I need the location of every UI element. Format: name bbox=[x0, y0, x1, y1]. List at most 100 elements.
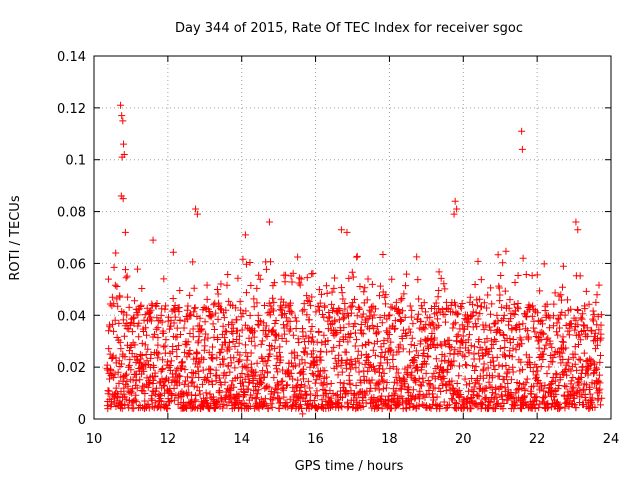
data-point bbox=[220, 400, 228, 408]
data-point bbox=[269, 326, 277, 334]
data-point bbox=[536, 329, 544, 337]
data-point bbox=[162, 302, 170, 310]
data-point bbox=[278, 334, 286, 342]
data-point bbox=[195, 374, 203, 382]
x-tick-label: 12 bbox=[160, 432, 177, 447]
data-point bbox=[132, 377, 140, 385]
data-point bbox=[368, 280, 376, 288]
data-point bbox=[549, 312, 557, 320]
data-point bbox=[296, 360, 304, 368]
data-point bbox=[399, 307, 407, 315]
data-point bbox=[377, 359, 385, 367]
data-point bbox=[545, 363, 553, 371]
data-point bbox=[509, 335, 517, 343]
data-point bbox=[564, 327, 572, 335]
data-point bbox=[146, 308, 154, 316]
data-point bbox=[515, 321, 523, 329]
data-point bbox=[151, 399, 159, 407]
data-point bbox=[386, 364, 394, 372]
data-point bbox=[449, 308, 457, 316]
data-point bbox=[545, 324, 553, 332]
data-point bbox=[440, 398, 448, 406]
data-point bbox=[308, 323, 316, 331]
data-point bbox=[593, 341, 601, 349]
data-point bbox=[151, 369, 159, 377]
data-point bbox=[454, 310, 462, 318]
data-point bbox=[286, 299, 294, 307]
data-point bbox=[348, 361, 356, 369]
data-point bbox=[141, 397, 149, 405]
data-point bbox=[448, 362, 456, 370]
data-point bbox=[448, 377, 456, 385]
data-point bbox=[179, 362, 187, 370]
data-point bbox=[511, 402, 519, 410]
data-point bbox=[556, 324, 564, 332]
data-point bbox=[371, 384, 379, 392]
data-point bbox=[441, 310, 449, 318]
data-point bbox=[522, 312, 530, 320]
data-point bbox=[442, 340, 450, 348]
data-point bbox=[497, 391, 505, 399]
data-point bbox=[415, 375, 423, 383]
y-tick-label: 0.1 bbox=[65, 154, 86, 169]
data-point bbox=[307, 327, 315, 335]
data-point bbox=[394, 369, 402, 377]
data-point bbox=[496, 291, 504, 299]
data-point bbox=[558, 349, 566, 357]
data-point bbox=[131, 341, 139, 349]
data-point bbox=[420, 299, 428, 307]
data-point bbox=[209, 343, 217, 351]
data-point bbox=[597, 401, 605, 409]
data-point bbox=[123, 324, 131, 332]
data-point bbox=[184, 382, 192, 390]
data-point bbox=[522, 379, 530, 387]
data-point bbox=[512, 346, 520, 354]
data-point bbox=[236, 298, 244, 306]
data-point bbox=[509, 344, 517, 352]
data-point bbox=[198, 325, 206, 333]
data-point bbox=[484, 291, 492, 299]
data-point bbox=[430, 341, 438, 349]
data-point bbox=[318, 339, 326, 347]
data-point bbox=[340, 324, 348, 332]
data-point bbox=[231, 342, 239, 350]
data-point bbox=[433, 393, 441, 401]
data-point bbox=[405, 348, 413, 356]
data-point bbox=[590, 311, 598, 319]
data-point bbox=[325, 313, 333, 321]
data-point bbox=[472, 309, 480, 317]
data-point bbox=[315, 306, 323, 314]
data-point bbox=[263, 401, 271, 409]
data-point bbox=[490, 336, 498, 344]
data-point bbox=[324, 337, 332, 345]
data-point bbox=[410, 342, 418, 350]
data-point bbox=[487, 326, 495, 334]
data-point bbox=[434, 315, 442, 323]
data-point bbox=[471, 280, 479, 288]
data-point bbox=[181, 366, 189, 374]
data-point bbox=[180, 380, 188, 388]
data-point bbox=[186, 346, 194, 354]
data-point bbox=[575, 355, 583, 363]
data-point bbox=[220, 355, 228, 363]
data-point bbox=[441, 318, 449, 326]
data-point bbox=[468, 300, 476, 308]
data-point bbox=[441, 352, 449, 360]
data-point bbox=[277, 356, 285, 364]
data-point bbox=[263, 368, 271, 376]
data-point bbox=[499, 405, 507, 413]
data-point bbox=[289, 331, 297, 339]
data-point bbox=[344, 403, 352, 411]
data-point bbox=[511, 401, 519, 409]
data-point bbox=[419, 392, 427, 400]
data-point bbox=[169, 248, 177, 256]
data-point bbox=[304, 377, 312, 385]
data-point bbox=[236, 373, 244, 381]
data-point bbox=[370, 311, 378, 319]
data-point bbox=[213, 354, 221, 362]
data-point bbox=[576, 356, 584, 364]
data-point bbox=[332, 391, 340, 399]
data-point bbox=[260, 373, 268, 381]
data-point bbox=[422, 360, 430, 368]
data-point bbox=[480, 326, 488, 334]
